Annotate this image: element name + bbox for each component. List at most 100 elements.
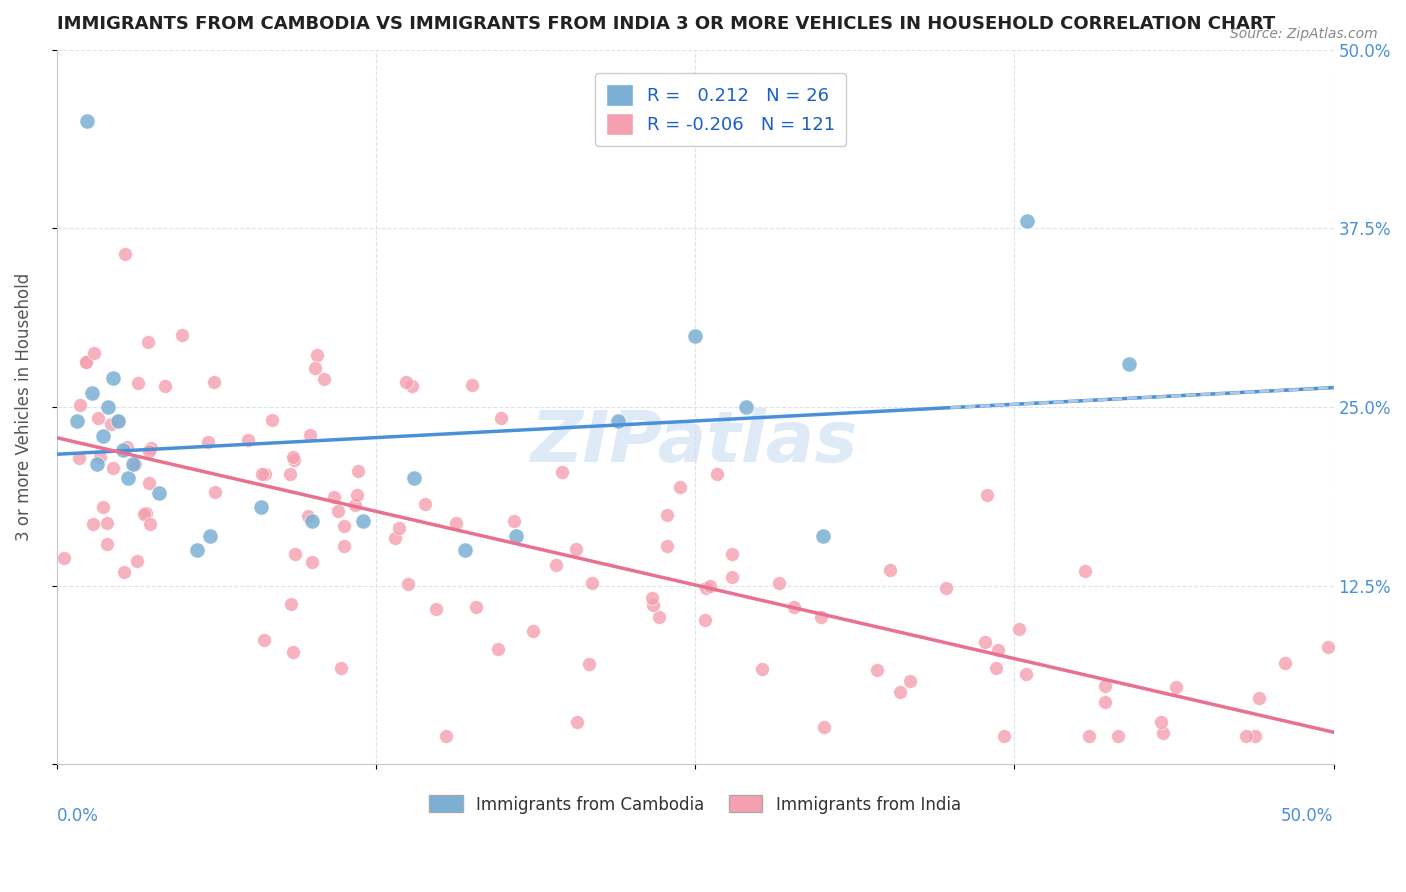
Point — [551, 466, 574, 480]
Point — [683, 328, 706, 343]
Point — [984, 661, 1007, 675]
Point — [1152, 726, 1174, 740]
Point — [278, 467, 301, 482]
Point — [301, 555, 323, 569]
Point — [283, 453, 305, 467]
Y-axis label: 3 or more Vehicles in Household: 3 or more Vehicles in Household — [15, 273, 32, 541]
Point — [425, 602, 447, 616]
Point — [138, 516, 160, 531]
Point — [1094, 679, 1116, 693]
Point — [69, 398, 91, 412]
Point — [283, 450, 305, 464]
Point — [415, 498, 437, 512]
Point — [578, 657, 600, 671]
Point — [66, 414, 89, 428]
Point — [323, 490, 346, 504]
Point — [281, 645, 304, 659]
Point — [127, 376, 149, 391]
Point — [250, 500, 273, 514]
Point — [384, 531, 406, 545]
Point — [75, 355, 97, 369]
Point — [91, 428, 114, 442]
Point — [1150, 714, 1173, 729]
Point — [127, 554, 149, 568]
Point — [96, 516, 118, 530]
Point — [346, 488, 368, 502]
Text: Source: ZipAtlas.com: Source: ZipAtlas.com — [1230, 27, 1378, 41]
Point — [198, 529, 221, 543]
Point — [1316, 640, 1339, 654]
Point — [170, 328, 193, 343]
Point — [115, 441, 138, 455]
Point — [987, 643, 1010, 657]
Point — [352, 514, 374, 528]
Point — [114, 566, 136, 580]
Point — [132, 507, 155, 521]
Point — [503, 515, 526, 529]
Point — [454, 543, 477, 558]
Text: 50.0%: 50.0% — [1281, 807, 1333, 825]
Point — [396, 576, 419, 591]
Point — [699, 579, 721, 593]
Point — [401, 379, 423, 393]
Point — [489, 411, 512, 425]
Point — [655, 539, 678, 553]
Point — [117, 471, 139, 485]
Point — [1074, 564, 1097, 578]
Point — [96, 536, 118, 550]
Point — [82, 517, 104, 532]
Point — [107, 414, 129, 428]
Point — [347, 464, 370, 478]
Point — [1015, 214, 1038, 228]
Point — [284, 547, 307, 561]
Point — [735, 400, 758, 414]
Point — [328, 503, 350, 517]
Point — [669, 480, 692, 494]
Point — [1234, 729, 1257, 743]
Point — [505, 529, 527, 543]
Point — [138, 475, 160, 490]
Point — [935, 582, 957, 596]
Point — [333, 519, 356, 533]
Point — [250, 467, 273, 481]
Point — [87, 410, 110, 425]
Point — [898, 673, 921, 688]
Point — [973, 635, 995, 649]
Point — [811, 529, 834, 543]
Point — [648, 610, 671, 624]
Point — [460, 378, 482, 392]
Point — [122, 457, 145, 471]
Point — [67, 450, 90, 465]
Point — [1107, 729, 1129, 743]
Point — [91, 500, 114, 515]
Point — [706, 467, 728, 482]
Point — [344, 498, 367, 512]
Point — [280, 597, 302, 611]
Point — [82, 385, 104, 400]
Point — [581, 576, 603, 591]
Point — [186, 543, 208, 558]
Point — [100, 417, 122, 431]
Point — [720, 547, 742, 561]
Point — [101, 371, 124, 385]
Point — [1008, 623, 1031, 637]
Point — [388, 521, 411, 535]
Point — [204, 484, 226, 499]
Point — [879, 563, 901, 577]
Point — [301, 514, 323, 528]
Point — [89, 450, 111, 464]
Point — [86, 457, 108, 471]
Point — [721, 570, 744, 584]
Point — [641, 591, 664, 605]
Point — [607, 414, 630, 428]
Point — [465, 600, 488, 615]
Point — [404, 471, 426, 485]
Point — [304, 361, 326, 376]
Point — [107, 414, 129, 428]
Point — [565, 715, 588, 730]
Point — [546, 558, 568, 573]
Point — [139, 441, 162, 455]
Point — [202, 375, 225, 389]
Point — [254, 467, 277, 482]
Legend: Immigrants from Cambodia, Immigrants from India: Immigrants from Cambodia, Immigrants fro… — [423, 789, 967, 821]
